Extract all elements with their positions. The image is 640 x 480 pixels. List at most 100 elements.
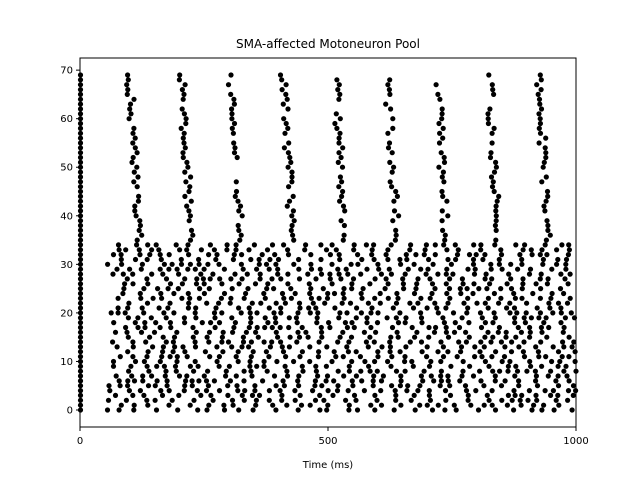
spike-point [567,271,573,277]
spike-point [264,286,270,292]
spike-point [506,271,512,277]
spike-point [445,213,451,219]
spike-point [206,339,212,345]
spike-point [357,354,363,360]
spike-point [179,295,185,301]
spike-point [138,329,145,335]
spike-point [390,305,396,311]
spike-point [392,388,398,394]
spike-point [443,329,449,335]
spike-point [230,402,236,408]
spike-point [166,402,172,408]
spike-point [488,261,494,267]
spike-point [279,87,285,93]
spike-point [118,252,124,258]
spike-point [285,125,291,131]
spike-point [174,329,180,335]
spike-point [287,154,293,161]
spike-point [176,77,182,83]
spike-point [305,334,311,340]
spike-point [261,358,267,365]
spike-point [125,72,131,78]
spike-point [519,392,525,398]
spike-point [191,368,197,374]
spike-point [282,363,288,369]
spike-point [183,179,189,185]
spike-point [211,310,218,316]
spike-point [418,339,425,345]
spike-point [388,106,394,112]
spike-point [190,232,196,238]
spike-point [426,324,432,331]
spike-point [566,242,572,248]
spike-point [340,354,346,360]
spike-point [113,373,119,379]
spike-point [389,169,395,175]
spike-point [228,91,234,97]
spike-point [418,373,424,379]
spike-point [458,349,464,355]
spike-point [413,252,419,258]
spike-point [187,184,193,190]
spike-point [325,290,331,297]
spike-point [371,242,377,248]
spike-point [498,295,504,301]
spike-point [142,324,148,331]
spike-point [206,252,212,258]
spike-point [229,315,235,321]
spike-point [515,324,521,331]
spike-point [266,397,272,403]
spike-point [164,383,170,389]
spike-point [290,208,296,214]
spike-point [512,295,519,301]
spike-point [265,320,271,326]
spike-point [188,174,194,180]
spike-point [291,218,297,224]
spike-point [505,392,511,398]
spike-point [237,203,244,209]
spike-point [367,368,373,374]
spike-point [194,388,200,394]
spike-point [241,295,247,301]
spike-point [442,407,448,413]
spike-point [537,130,544,136]
spike-point [110,339,116,345]
spike-point [530,290,536,297]
spike-point [281,116,287,122]
spike-point [243,290,249,297]
spike-point [531,402,537,408]
spike-point [423,271,429,277]
spike-point [437,383,443,389]
spike-point [547,305,553,311]
spike-point [561,324,567,331]
spike-point [492,378,498,384]
spike-point [324,373,331,379]
spike-point [308,261,314,267]
spike-point [494,198,500,204]
spike-point [378,378,385,384]
spike-point [464,310,470,316]
spike-point [185,164,191,170]
spike-point [440,315,446,321]
spike-point [436,164,442,170]
spike-point [385,256,391,263]
spike-point [340,203,347,209]
spike-point [402,354,408,360]
spike-point [266,354,272,360]
spike-point [138,295,144,301]
spike-point [145,349,151,355]
spike-point [499,266,505,272]
spike-point [337,334,343,340]
spike-point [179,281,185,287]
spike-point [193,315,199,321]
spike-point [246,305,252,311]
spike-point [353,373,359,379]
spike-point [296,276,303,282]
spike-point [334,125,340,131]
spike-point [246,247,252,253]
spike-point [269,242,276,248]
spike-point [521,339,527,345]
spike-point [361,329,367,335]
spike-point [385,358,391,365]
spike-point [559,242,565,248]
